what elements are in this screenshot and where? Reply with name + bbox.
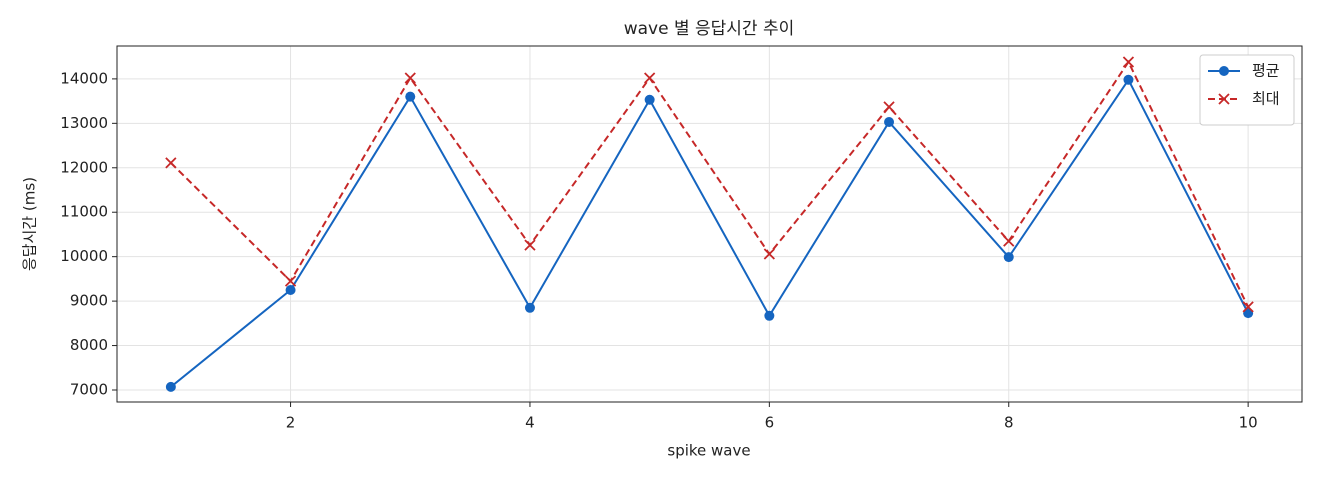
point [883, 101, 895, 113]
legend-marker [1219, 66, 1229, 76]
point [1003, 252, 1014, 263]
point [165, 381, 176, 392]
legend-label: 최대 [1252, 90, 1280, 108]
point [165, 157, 177, 169]
x-tick-label: 2 [286, 414, 296, 432]
y-tick-label: 10000 [60, 247, 108, 265]
chart-title: wave 별 응답시간 추이 [624, 19, 795, 39]
y-tick-label: 7000 [70, 381, 108, 399]
point [764, 310, 775, 321]
point [524, 302, 535, 313]
y-tick-label: 13000 [60, 114, 108, 132]
series-line [170, 77, 1250, 388]
legend-label: 평균 [1252, 62, 1280, 80]
point [524, 239, 536, 251]
point [284, 275, 297, 287]
y-tick-label: 11000 [60, 203, 108, 221]
point [1003, 235, 1015, 247]
legend-box [1199, 54, 1295, 126]
point [763, 248, 775, 260]
x-tick-label: 6 [765, 414, 775, 432]
point [1123, 74, 1134, 85]
x-tick-label: 10 [1239, 414, 1258, 432]
point [644, 94, 655, 105]
x-tick-label: 4 [525, 414, 535, 432]
point [884, 117, 895, 127]
y-tick-label: 9000 [70, 292, 108, 310]
point [405, 91, 416, 102]
y-tick-label: 12000 [60, 158, 108, 176]
x-tick-label: 8 [1004, 414, 1014, 432]
y-tick-label: 14000 [60, 69, 108, 87]
y-tick-label: 8000 [70, 336, 108, 354]
point [1242, 301, 1254, 313]
legend-marker [1218, 93, 1230, 105]
point [644, 72, 656, 84]
series-line [170, 59, 1250, 308]
x-axis-label: spike wave [667, 442, 750, 460]
point [404, 72, 416, 84]
y-axis-label: 응답시간 (ms) [21, 177, 39, 271]
point [285, 285, 296, 295]
plot-frame [116, 45, 1303, 403]
point [1122, 56, 1135, 68]
